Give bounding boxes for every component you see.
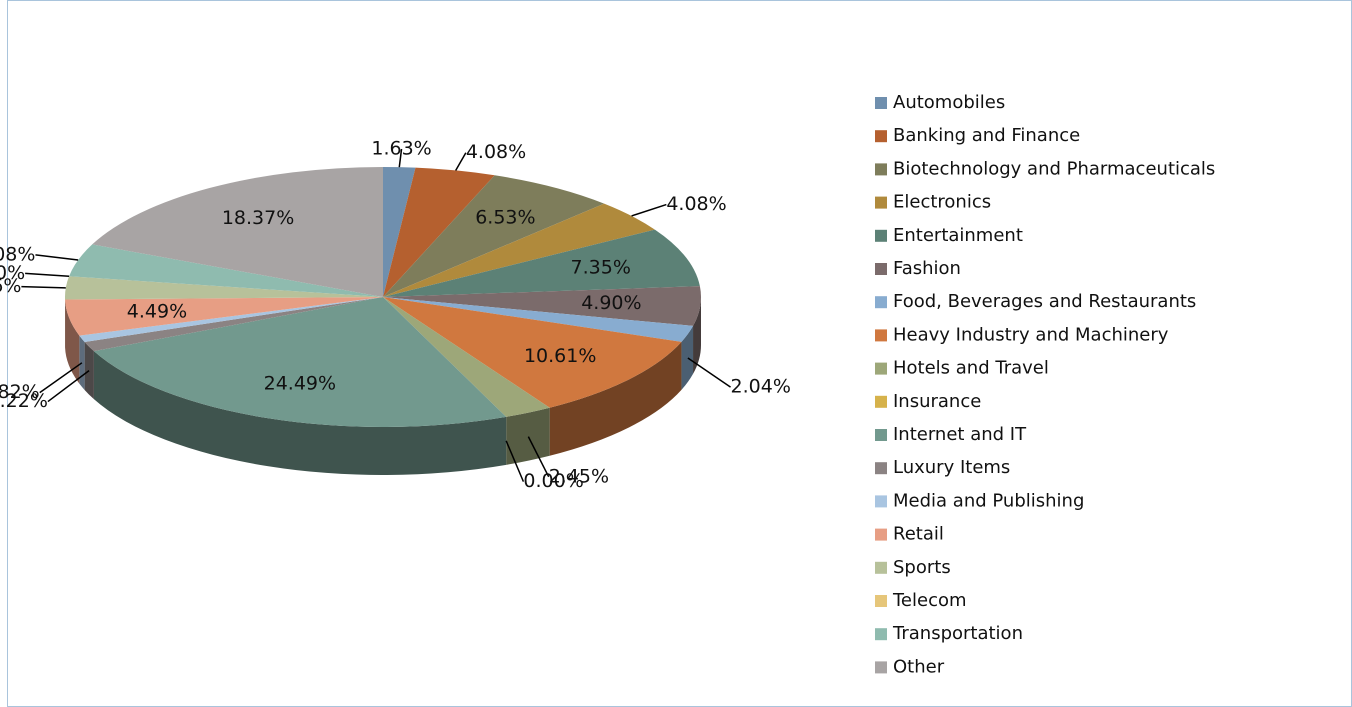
pie-tops — [65, 167, 701, 428]
pie-slice — [69, 244, 383, 297]
data-label: 2.86% — [0, 275, 21, 297]
data-label: 2.45% — [549, 465, 609, 487]
legend-label: Telecom — [892, 590, 967, 611]
legend-swatch — [875, 462, 887, 475]
pie-side — [79, 335, 85, 390]
data-label: 1.63% — [371, 137, 431, 159]
legend-label: Transportation — [892, 623, 1023, 644]
data-label: 7.35% — [571, 257, 631, 279]
legend-label: Sports — [893, 557, 951, 578]
pie-slice — [92, 167, 383, 297]
legend-swatch — [875, 395, 887, 408]
data-label: 4.08% — [666, 193, 726, 215]
pie-slice — [383, 175, 605, 297]
legend-label: Insurance — [893, 391, 981, 412]
pie-side — [84, 341, 94, 400]
leader-line — [21, 285, 66, 289]
leader-line — [527, 436, 550, 478]
legend-swatch — [875, 495, 887, 508]
leader-line — [687, 357, 731, 388]
data-label: 1.22% — [0, 390, 48, 412]
leader-line — [398, 148, 403, 168]
leader-line — [631, 203, 667, 217]
data-label: 10.61% — [524, 345, 596, 367]
pie-slice — [383, 286, 701, 326]
data-label: 0.82% — [0, 381, 40, 403]
legend-label: Banking and Finance — [893, 125, 1080, 146]
data-label: 0.00% — [523, 470, 583, 492]
legend-swatch — [875, 329, 887, 342]
legend-label: Fashion — [893, 258, 961, 279]
pie-slice — [383, 203, 655, 297]
data-label: 2.04% — [731, 376, 791, 398]
pie-side — [549, 341, 682, 456]
legend-swatch — [875, 296, 887, 309]
legend-swatch — [875, 429, 887, 441]
leader-line — [47, 369, 90, 403]
pie-slice — [383, 297, 682, 408]
legend-label: Electronics — [893, 192, 991, 213]
data-labels: 1.63% 4.08% 6.53% 4.08% 7.35% 4.90% 2.04% 10.61… — [0, 137, 791, 492]
legend-swatch — [875, 97, 887, 109]
legend-label: Internet and IT — [893, 424, 1027, 445]
legend-label: Media and Publishing — [893, 490, 1084, 511]
legend-swatch — [875, 130, 887, 143]
data-label: 6.53% — [475, 206, 535, 228]
legend-label: Hotels and Travel — [893, 358, 1049, 379]
pie-slice — [65, 276, 384, 300]
data-label: 24.49% — [264, 373, 336, 395]
legend-swatch — [875, 528, 887, 541]
legend-swatch — [875, 561, 887, 574]
pie-sides — [65, 297, 701, 475]
legend-label: Retail — [893, 524, 944, 545]
legend-swatch — [875, 628, 887, 641]
leader-line — [505, 440, 525, 482]
legend-label: Heavy Industry and Machinery — [893, 324, 1169, 345]
legend-label: Luxury Items — [893, 457, 1010, 478]
legend-swatch — [875, 229, 887, 242]
leader-line — [455, 152, 467, 171]
pie-side — [93, 351, 507, 475]
legend-label: Entertainment — [893, 225, 1023, 246]
pie-slice — [383, 297, 550, 417]
legend-swatch — [875, 196, 887, 209]
legend-swatch — [875, 595, 887, 607]
data-label: 18.37% — [222, 207, 294, 229]
legend-label: Automobiles — [893, 92, 1005, 113]
pie-slice — [93, 297, 507, 428]
pie-slice — [84, 297, 383, 352]
data-label: 4.08% — [466, 141, 526, 163]
pie-slice — [383, 229, 700, 297]
leader-line — [35, 254, 79, 261]
pie-slice — [383, 167, 416, 297]
legend: Automobiles Banking and Finance Biotechnol… — [875, 92, 1215, 677]
pie-slice — [383, 297, 694, 342]
pie-side — [693, 297, 701, 374]
legend-swatch — [875, 263, 887, 275]
pie-slice — [79, 297, 383, 342]
legend-swatch — [875, 661, 887, 674]
leader-line — [25, 272, 70, 278]
pie-slice — [65, 297, 384, 336]
legend-label: Food, Beverages and Restaurants — [893, 291, 1196, 312]
leader-line — [39, 362, 83, 394]
legend-label: Biotechnology and Pharmaceuticals — [893, 158, 1215, 179]
pie-side — [681, 325, 694, 390]
data-label: 4.49% — [127, 300, 187, 322]
legend-label: Other — [893, 656, 945, 677]
pie-side — [506, 407, 550, 465]
pie-slice — [383, 167, 495, 297]
data-label: 4.90% — [581, 292, 641, 314]
pie-side — [65, 299, 80, 384]
data-label: 0.00% — [0, 262, 25, 284]
data-label: 4.08% — [0, 243, 35, 265]
legend-swatch — [875, 362, 887, 375]
legend-swatch — [875, 163, 887, 176]
